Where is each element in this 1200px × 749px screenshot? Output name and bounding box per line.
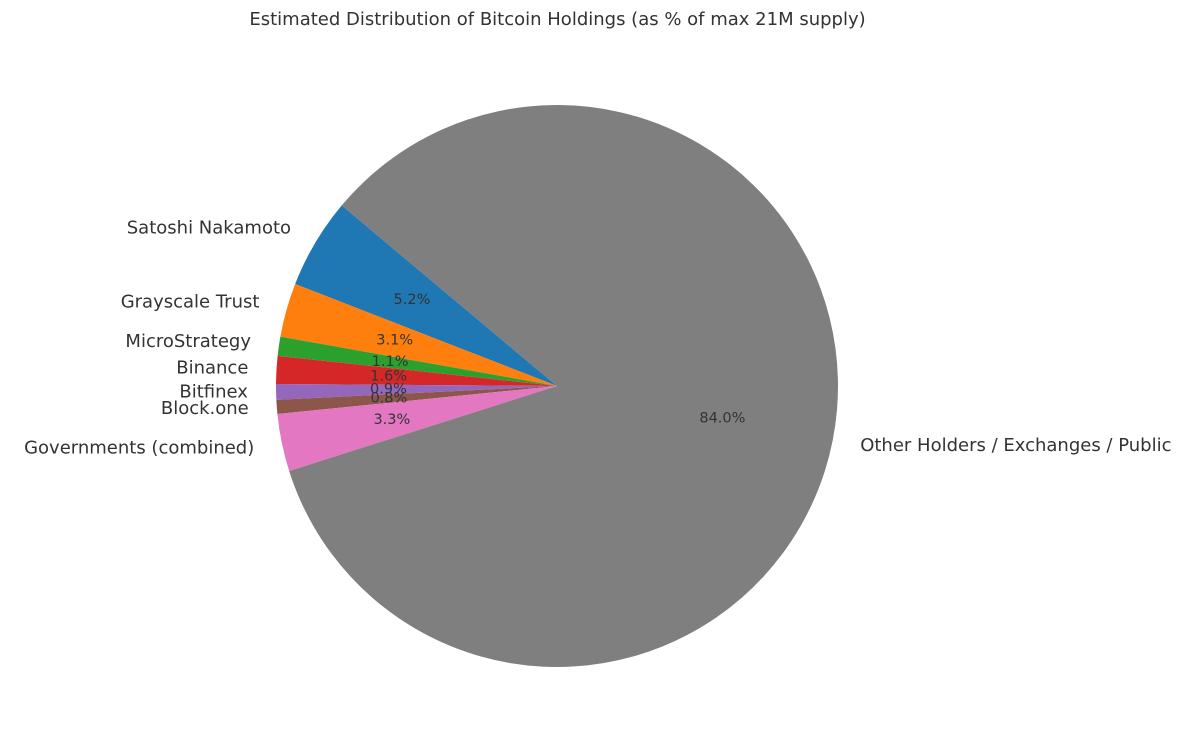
percent-label: 3.1%: [376, 332, 413, 348]
slice-label: Binance: [176, 357, 248, 378]
percent-label: 0.9%: [370, 382, 407, 398]
pie-slice-microstrategy: [277, 336, 557, 386]
percent-label: 5.2%: [394, 292, 431, 308]
pie-slice-grayscale-trust: [280, 284, 557, 386]
percent-label: 0.8%: [370, 391, 407, 407]
percent-label: 1.1%: [372, 354, 409, 370]
pie-slice-satoshi-nakamoto: [295, 205, 557, 386]
percent-label: 3.3%: [373, 412, 410, 428]
percent-label: 1.6%: [370, 368, 407, 384]
slice-label: Bitfinex: [179, 382, 248, 403]
chart-title: Estimated Distribution of Bitcoin Holdin…: [249, 9, 866, 30]
slice-label: Satoshi Nakamoto: [127, 217, 291, 238]
pie-slices: [275, 104, 838, 667]
pie-slice-bitfinex: [275, 384, 557, 400]
pie-labels: Satoshi Nakamoto 5.2% Grayscale Trust 3.1% M…: [24, 217, 1171, 458]
pie-slice-governments-combined: [277, 386, 557, 471]
slice-label: Grayscale Trust: [121, 291, 260, 312]
slice-label: Governments (combined): [24, 437, 254, 458]
pie-slice-block-one: [276, 386, 557, 415]
slice-label: MicroStrategy: [125, 331, 251, 352]
pie-slice-other-holders-exchanges-public: [289, 104, 838, 667]
percent-label: 84.0%: [699, 411, 745, 427]
pie-slice-binance: [276, 355, 557, 386]
slice-label: Block.one: [161, 398, 249, 419]
slice-label: Other Holders / Exchanges / Public: [860, 435, 1171, 456]
